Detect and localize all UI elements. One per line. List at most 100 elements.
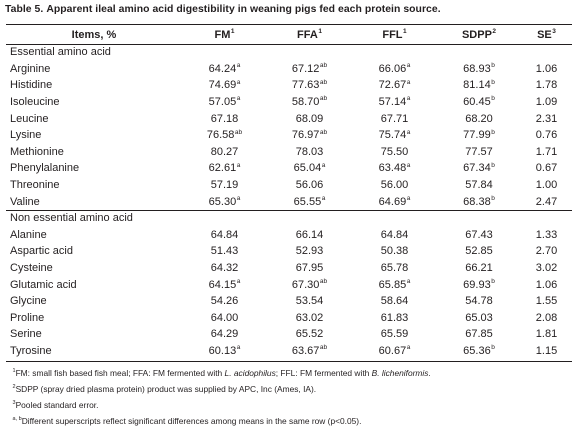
table-row: Proline 64.00 63.02 61.83 65.03 2.08	[6, 310, 572, 327]
value-cell-ffa: 77.63ab	[291, 78, 328, 92]
value-cell-ffa: 65.04a	[293, 161, 326, 175]
value-cell-ffl: 75.50	[380, 145, 409, 158]
value-cell-ffa: 58.70ab	[291, 95, 328, 109]
value-cell-se: 0.67	[535, 162, 558, 175]
amino-acid-name: Valine	[10, 195, 40, 208]
table-caption-text: Apparent ileal amino acid digestibility …	[46, 4, 441, 15]
amino-acid-name: Phenylalanine	[10, 162, 80, 175]
value-cell-sdpp: 81.14b	[463, 78, 495, 92]
value-cell-sdpp: 54.78	[465, 295, 493, 308]
footnote-4: a, bDifferent superscripts reflect signi…	[12, 416, 362, 426]
col-header-sdpp: SDPP2	[461, 27, 497, 41]
value-cell-fm: 80.27	[210, 145, 239, 158]
value-cell-ffl: 64.69a	[378, 194, 411, 208]
value-cell-sdpp: 60.45b	[463, 95, 495, 109]
amino-acid-name: Threonine	[10, 179, 60, 192]
digestibility-table: Items, % FM1 FFA1 FFL1 SDPP2 SE3 Essenti…	[6, 25, 572, 359]
value-cell-fm: 64.00	[210, 311, 239, 324]
amino-acid-name: Glutamic acid	[10, 278, 77, 291]
table-body: Essential amino acid Arginine 64.24a 67.12a…	[6, 44, 572, 359]
table-row: Arginine 64.24a 67.12ab 66.06a 68.93b 1.06	[6, 61, 572, 78]
value-cell-ffl: 56.00	[380, 179, 409, 192]
amino-acid-name: Cysteine	[10, 262, 53, 275]
value-cell-ffl: 63.48a	[378, 161, 411, 175]
value-cell-ffa: 65.52	[295, 328, 324, 341]
value-cell-se: 1.00	[535, 179, 558, 192]
value-cell-ffl: 50.38	[380, 245, 409, 258]
value-cell-ffl: 75.74a	[378, 128, 411, 142]
col-header-fm: FM1	[214, 27, 235, 41]
table-row: Serine 64.29 65.52 65.59 67.85 1.81	[6, 326, 572, 343]
value-cell-ffa: 68.09	[295, 112, 324, 125]
value-cell-ffl: 61.83	[380, 311, 409, 324]
value-cell-ffl: 65.85a	[378, 277, 411, 291]
value-cell-fm: 74.69a	[208, 78, 241, 92]
value-cell-se: 2.47	[535, 195, 558, 208]
value-cell-sdpp: 65.36b	[463, 344, 495, 357]
value-cell-fm: 54.26	[210, 295, 239, 308]
amino-acid-name: Tyrosine	[10, 344, 52, 357]
value-cell-ffl: 65.78	[380, 262, 409, 275]
value-cell-sdpp: 67.34b	[463, 161, 495, 175]
table-row: Threonine 57.19 56.06 56.00 57.84 1.00	[6, 177, 572, 194]
value-cell-fm: 67.18	[210, 112, 239, 125]
value-cell-ffa: 53.54	[295, 295, 324, 308]
table-row: Leucine 67.18 68.09 67.71 68.20 2.31	[6, 110, 572, 127]
table-row: Alanine 64.84 66.14 64.84 67.43 1.33	[6, 227, 572, 244]
value-cell-sdpp: 68.20	[465, 112, 493, 125]
value-cell-fm: 64.15a	[208, 277, 241, 291]
value-cell-se: 2.70	[535, 245, 558, 258]
value-cell-ffa: 52.93	[295, 245, 324, 258]
section-title: Non essential amino acid	[10, 212, 133, 225]
value-cell-se: 1.33	[535, 228, 558, 241]
value-cell-se: 1.06	[535, 62, 558, 75]
value-cell-ffa: 63.67ab	[291, 344, 328, 357]
table-row: Lysine 76.58ab 76.97ab 75.74a 77.99b 0.76	[6, 127, 572, 144]
value-cell-sdpp: 57.84	[465, 179, 493, 192]
value-cell-se: 2.08	[535, 311, 558, 324]
top-rule	[6, 24, 572, 25]
value-cell-se: 1.09	[535, 96, 558, 109]
value-cell-fm: 57.05a	[208, 95, 241, 109]
value-cell-ffa: 67.30ab	[291, 277, 328, 291]
value-cell-se: 2.31	[535, 112, 558, 125]
section-divider-rule	[6, 210, 572, 211]
value-cell-sdpp: 67.43	[465, 228, 493, 241]
amino-acid-name: Proline	[10, 311, 45, 324]
value-cell-ffl: 57.14a	[378, 95, 411, 109]
amino-acid-name: Methionine	[10, 145, 64, 158]
value-cell-se: 1.78	[535, 79, 558, 92]
value-cell-sdpp: 68.38b	[463, 194, 495, 208]
value-cell-fm: 57.19	[210, 179, 239, 192]
amino-acid-name: Arginine	[10, 62, 51, 75]
table-caption-label: Table 5.	[5, 4, 44, 15]
value-cell-sdpp: 77.57	[465, 145, 493, 158]
value-cell-ffl: 58.64	[380, 295, 409, 308]
value-cell-fm: 51.43	[210, 245, 239, 258]
table-row: Phenylalanine 62.61a 65.04a 63.48a 67.34b 0.6…	[6, 160, 572, 177]
value-cell-fm: 62.61a	[208, 161, 241, 175]
value-cell-ffa: 78.03	[295, 145, 324, 158]
table-caption: Table 5. Apparent ileal amino acid digest…	[5, 4, 441, 15]
amino-acid-name: Histidine	[10, 79, 53, 92]
value-cell-fm: 65.30a	[208, 194, 241, 208]
col-header-ffl: FFL1	[382, 27, 407, 41]
amino-acid-name: Glycine	[10, 295, 47, 308]
value-cell-ffl: 66.06a	[378, 62, 411, 75]
value-cell-ffa: 63.02	[295, 311, 324, 324]
header-rule	[6, 44, 572, 45]
amino-acid-name: Serine	[10, 328, 42, 341]
table-row: Cysteine 64.32 67.95 65.78 66.21 3.02	[6, 260, 572, 277]
table-row: Glutamic acid 64.15a 67.30ab 65.85a 69.93b 1.…	[6, 276, 572, 293]
amino-acid-name: Alanine	[10, 228, 47, 241]
col-header-se: SE3	[537, 27, 556, 41]
value-cell-sdpp: 77.99b	[463, 128, 495, 142]
value-cell-se: 3.02	[535, 262, 558, 275]
value-cell-se: 1.71	[535, 145, 558, 158]
value-cell-se: 1.06	[535, 278, 558, 291]
section-title: Essential amino acid	[10, 46, 111, 59]
value-cell-ffa: 66.14	[295, 228, 324, 241]
value-cell-ffl: 72.67a	[378, 78, 411, 92]
value-cell-ffa: 65.55a	[293, 194, 326, 208]
value-cell-ffa: 56.06	[295, 179, 324, 192]
